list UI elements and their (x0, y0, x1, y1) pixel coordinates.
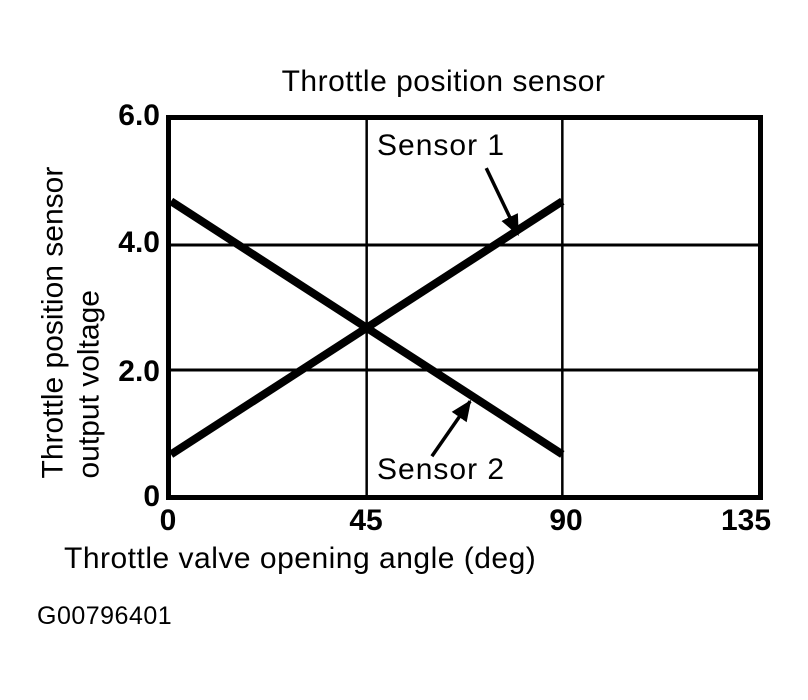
plot-svg (171, 120, 758, 495)
figure-code: G00796401 (37, 602, 173, 630)
series-label-sensor-2: Sensor 2 (377, 453, 506, 486)
annotation-arrow-sensor-2 (430, 399, 472, 458)
series-label-sensor-1: Sensor 1 (377, 129, 506, 162)
x-axis-label: Throttle valve opening angle (deg) (64, 542, 537, 575)
x-tick-label-45: 45 (349, 504, 383, 537)
y-axis-label: Throttle position sensor output voltage (36, 134, 108, 479)
y-axis-label-line-1: Throttle position sensor (36, 166, 70, 479)
y-tick-label-6: 6.0 (118, 99, 160, 132)
x-tick-label-135: 135 (720, 504, 772, 537)
series-line-sensor-2 (171, 197, 565, 458)
y-tick-label-2: 2.0 (118, 355, 160, 388)
y-tick-label-4: 4.0 (118, 226, 160, 259)
x-tick-label-90: 90 (549, 504, 583, 537)
plot-area (166, 115, 763, 500)
chart-title: Throttle position sensor (281, 65, 606, 98)
annotation-arrow-sensor-1 (484, 167, 520, 236)
x-tick-label-0: 0 (159, 504, 177, 537)
y-tick-label-0: 0 (143, 480, 160, 513)
